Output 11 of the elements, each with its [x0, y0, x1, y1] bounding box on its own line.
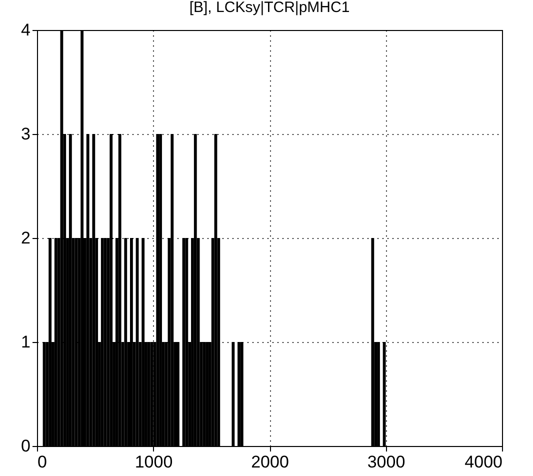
y-tick-label: 1 [21, 332, 30, 352]
y-tick-label: 4 [21, 20, 30, 40]
x-tick-label: 1000 [134, 452, 173, 472]
chart-title: [B], LCKsy|TCR|pMHC1 [189, 0, 350, 16]
x-tick-label: 4000 [464, 452, 502, 472]
x-tick-label: 3000 [367, 452, 406, 472]
y-tick-label: 2 [21, 228, 30, 248]
x-tick-label: 2000 [251, 452, 289, 472]
y-tick-label: 0 [21, 436, 30, 456]
x-tick-label: 0 [38, 452, 47, 472]
y-tick-label: 3 [21, 124, 30, 144]
